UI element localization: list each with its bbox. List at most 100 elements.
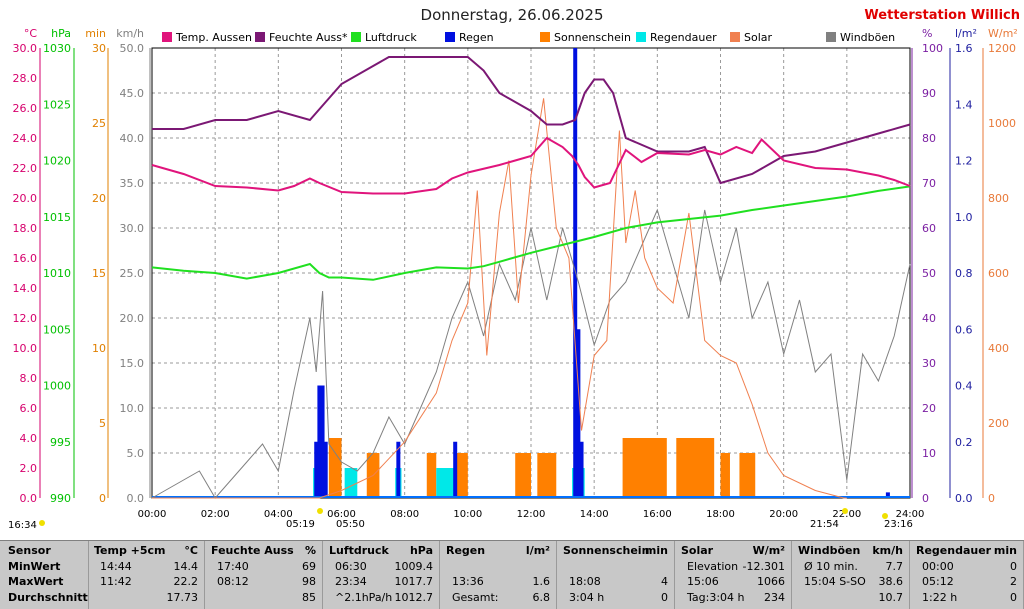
table-cell-value: 14.4 bbox=[173, 560, 199, 573]
rain-tick-label: 0.8 bbox=[955, 267, 973, 280]
x-tick-label: 12:00 bbox=[517, 509, 546, 520]
x-tick-label: 16:00 bbox=[643, 509, 672, 520]
wind-tick-label: 15.0 bbox=[120, 357, 145, 370]
series-line-temp-aussen bbox=[151, 136, 911, 195]
legend-label: Sonnenschein bbox=[554, 31, 631, 44]
rain-bar bbox=[320, 385, 325, 498]
table-cell-value: 85 bbox=[302, 591, 316, 604]
table-cell-value: 2 bbox=[1010, 575, 1017, 588]
table-cell-value: 1009.4 bbox=[394, 560, 434, 573]
table-cell-time: 23:34 bbox=[335, 575, 367, 588]
pressure-unit-label: hPa bbox=[51, 27, 71, 40]
table-cell-time: 13:36 bbox=[452, 575, 484, 588]
temp-tick-label: 8.0 bbox=[20, 372, 38, 385]
humidity-tick-label: 70 bbox=[922, 177, 936, 190]
temp-tick-label: 2.0 bbox=[20, 462, 38, 475]
sunshine-bar bbox=[720, 453, 730, 498]
rain-tick-label: 1.4 bbox=[955, 98, 973, 111]
table-col-feuchte-auss: Feuchte Auss% 17:40 69 08:12 98 85 bbox=[205, 541, 323, 609]
legend-label: Feuchte Auss* bbox=[269, 31, 348, 44]
wind-tick-label: 5.0 bbox=[127, 447, 145, 460]
table-cell-value: 38.6 bbox=[878, 575, 904, 588]
table-cell-time: 15:06 bbox=[687, 575, 719, 588]
humidity-tick-label: 100 bbox=[922, 42, 943, 55]
temp-unit-label: °C bbox=[24, 27, 38, 40]
x-tick-label: 18:00 bbox=[706, 509, 735, 520]
chart-background bbox=[0, 0, 1024, 540]
table-cell-value: -12.301 bbox=[742, 560, 785, 573]
table-cell-value: 10.7 bbox=[878, 591, 904, 604]
wind-unit-label: km/h bbox=[116, 27, 144, 40]
row-label-min: MinWert bbox=[8, 560, 61, 573]
solar-tick-label: 0 bbox=[988, 492, 995, 505]
chart-lines bbox=[151, 56, 911, 499]
x-tick-label: 22:00 bbox=[832, 509, 861, 520]
table-cell-time: Gesamt: bbox=[452, 591, 499, 604]
table-col-regen: Regen l/m² 13:36 1.6 Gesamt: 6.8 bbox=[440, 541, 557, 609]
table-cell-time: Tag:3:04 h bbox=[687, 591, 745, 604]
table-cell-value: 17.73 bbox=[166, 591, 199, 604]
pressure-tick-label: 1020 bbox=[43, 155, 71, 168]
rain-bar bbox=[317, 385, 322, 498]
wind-tick-label: 50.0 bbox=[120, 42, 145, 55]
x-tick-label: 00:00 bbox=[138, 509, 167, 520]
temp-tick-label: 16.0 bbox=[13, 252, 38, 265]
legend-label: Luftdruck bbox=[365, 31, 417, 44]
table-cell-value: 22.2 bbox=[173, 575, 199, 588]
wind-tick-label: 40.0 bbox=[120, 132, 145, 145]
rain-tick-label: 1.0 bbox=[955, 211, 973, 224]
humidity-tick-label: 80 bbox=[922, 132, 936, 145]
minutes-tick-label: 0 bbox=[99, 492, 106, 505]
table-cell-value: 0 bbox=[1010, 560, 1017, 573]
sun-marker-icon bbox=[39, 520, 45, 526]
table-cell-value: 7.7 bbox=[885, 560, 904, 573]
temp-tick-label: 14.0 bbox=[13, 282, 38, 295]
table-cell-time: 15:04 S-SO bbox=[804, 575, 866, 588]
table-cell-value: 1066 bbox=[757, 575, 785, 588]
temp-tick-label: 4.0 bbox=[20, 432, 38, 445]
temp-tick-label: 10.0 bbox=[13, 342, 38, 355]
humidity-tick-label: 30 bbox=[922, 357, 936, 370]
table-header: Windböen bbox=[798, 544, 861, 557]
series-line-solar bbox=[152, 98, 847, 499]
table-header: Sonnenschein bbox=[563, 544, 650, 557]
table-unit: min bbox=[993, 544, 1017, 557]
solar-tick-label: 600 bbox=[988, 267, 1009, 280]
table-cell-value: 98 bbox=[302, 575, 316, 588]
table-cell-time: 05:12 bbox=[922, 575, 954, 588]
legend-label: Regen bbox=[459, 31, 494, 44]
rain-bar bbox=[576, 329, 581, 498]
humidity-tick-label: 90 bbox=[922, 87, 936, 100]
pressure-tick-label: 1005 bbox=[43, 323, 71, 336]
x-tick-label: 24:00 bbox=[896, 509, 925, 520]
wind-tick-label: 35.0 bbox=[120, 177, 145, 190]
table-cell-time: 08:12 bbox=[217, 575, 249, 588]
sun-marker-icon bbox=[842, 508, 848, 514]
row-label-max: MaxWert bbox=[8, 575, 64, 588]
wind-tick-label: 0.0 bbox=[127, 492, 145, 505]
legend-swatch bbox=[162, 32, 172, 42]
x-tick-label: 08:00 bbox=[390, 509, 419, 520]
humidity-tick-label: 60 bbox=[922, 222, 936, 235]
legend-swatch bbox=[445, 32, 455, 42]
wind-tick-label: 45.0 bbox=[120, 87, 145, 100]
legend-swatch bbox=[351, 32, 361, 42]
solar-unit-label: W/m² bbox=[988, 27, 1018, 40]
pressure-tick-label: 1025 bbox=[43, 98, 71, 111]
rain-tick-label: 1.2 bbox=[955, 155, 973, 168]
table-col-regendauer: Regendauer min 00:00 0 05:12 2 1:22 h 0 bbox=[910, 541, 1024, 609]
time-marker-label: 05:19 bbox=[286, 519, 315, 530]
temp-tick-label: 6.0 bbox=[20, 402, 38, 415]
solar-tick-label: 800 bbox=[988, 192, 1009, 205]
legend-label: Windböen bbox=[840, 31, 895, 44]
temp-tick-label: 0.0 bbox=[20, 492, 38, 505]
legend-swatch bbox=[730, 32, 740, 42]
solar-tick-label: 400 bbox=[988, 342, 1009, 355]
x-tick-label: 04:00 bbox=[264, 509, 293, 520]
table-unit: hPa bbox=[409, 544, 433, 557]
table-header: Luftdruck bbox=[329, 544, 389, 557]
legend-swatch bbox=[826, 32, 836, 42]
pressure-tick-label: 1010 bbox=[43, 267, 71, 280]
time-marker-label: 16:34 bbox=[8, 520, 37, 531]
table-unit: °C bbox=[184, 544, 198, 557]
